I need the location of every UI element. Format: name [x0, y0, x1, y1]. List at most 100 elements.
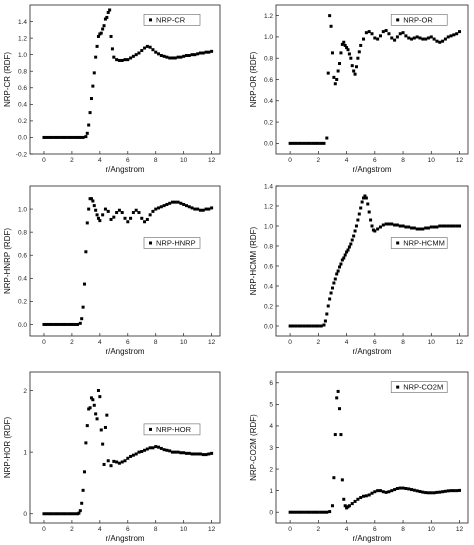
data-point: [367, 210, 371, 214]
data-point: [330, 286, 334, 290]
data-point: [95, 417, 99, 421]
data-point: [179, 201, 183, 205]
data-point: [106, 10, 110, 14]
data-point: [129, 216, 133, 220]
data-point: [126, 58, 130, 62]
legend-marker: [396, 385, 400, 389]
y-tick-label: 0: [23, 511, 27, 518]
data-point: [443, 224, 447, 228]
data-point: [94, 412, 98, 416]
y-tick-label: 0.4: [18, 276, 27, 283]
data-point: [446, 35, 450, 39]
data-point: [354, 65, 358, 69]
x-tick-label: 2: [317, 157, 321, 164]
data-point: [305, 510, 309, 514]
x-tick-label: 10: [180, 526, 188, 533]
data-point: [154, 207, 158, 211]
data-point: [176, 55, 180, 59]
data-point: [426, 491, 430, 495]
data-point: [81, 305, 85, 309]
data-point: [96, 34, 100, 38]
data-point: [407, 487, 411, 491]
y-tick-label: 2: [269, 466, 273, 473]
data-point: [387, 490, 391, 494]
data-point: [92, 71, 96, 75]
data-point: [347, 52, 351, 56]
data-point: [455, 489, 459, 493]
data-point: [326, 71, 330, 75]
y-tick-label: 1.4: [264, 183, 273, 190]
data-point: [45, 322, 49, 326]
legend-label: NRP-OR: [403, 16, 433, 25]
data-point: [294, 324, 298, 328]
data-point: [353, 499, 357, 503]
data-point: [53, 135, 57, 139]
data-point: [210, 49, 214, 53]
data-point: [109, 217, 113, 221]
x-axis-label: r/Angstrom: [105, 347, 144, 356]
data-point: [366, 202, 370, 206]
data-point: [299, 324, 303, 328]
data-point: [85, 424, 89, 428]
data-point: [395, 486, 399, 490]
x-tick-label: 2: [70, 526, 74, 533]
data-point: [204, 50, 208, 54]
y-tick-label: 0.6: [18, 253, 27, 260]
data-point: [145, 217, 149, 221]
data-point: [42, 135, 46, 139]
data-point: [426, 226, 430, 230]
data-point: [123, 459, 127, 463]
data-point: [48, 512, 52, 516]
data-point: [168, 201, 172, 205]
data-point: [458, 224, 462, 228]
data-point: [297, 141, 301, 145]
data-point: [67, 322, 71, 326]
y-tick-label: 5: [269, 402, 273, 409]
x-tick-label: 12: [456, 339, 464, 346]
data-point: [319, 141, 323, 145]
data-point: [50, 135, 54, 139]
data-point: [56, 322, 60, 326]
data-point: [367, 30, 371, 34]
data-point: [45, 512, 49, 516]
data-point: [316, 510, 320, 514]
data-point: [62, 512, 66, 516]
data-point: [299, 141, 303, 145]
data-point: [384, 490, 388, 494]
data-point: [370, 224, 374, 228]
y-axis-label: NRP-HNRP (RDF): [3, 228, 12, 294]
data-point: [343, 504, 347, 508]
data-point: [332, 476, 336, 480]
data-point: [112, 55, 116, 59]
x-tick-label: 10: [180, 157, 188, 164]
data-point: [85, 131, 89, 135]
data-point: [171, 56, 174, 60]
data-point: [429, 491, 433, 495]
data-point: [438, 224, 442, 228]
data-point: [173, 56, 177, 60]
data-point: [393, 38, 397, 42]
data-point: [137, 450, 141, 454]
data-point: [349, 56, 353, 60]
data-point: [429, 225, 433, 229]
data-point: [48, 135, 52, 139]
data-point: [70, 135, 74, 139]
x-tick-label: 0: [288, 157, 292, 164]
data-point: [67, 512, 71, 516]
data-point: [201, 453, 205, 457]
y-tick-label: 0.4: [264, 283, 273, 290]
data-point: [308, 510, 312, 514]
data-point: [455, 32, 459, 36]
data-point: [187, 53, 191, 57]
y-tick-label: -0.2: [16, 151, 28, 158]
legend-marker: [149, 18, 152, 22]
data-point: [333, 82, 337, 86]
data-point: [311, 141, 315, 145]
data-point: [328, 510, 332, 514]
data-point: [196, 207, 200, 211]
data-point: [338, 407, 342, 411]
y-tick-label: 1.0: [264, 34, 273, 41]
data-point: [294, 510, 298, 514]
data-point: [452, 33, 456, 37]
